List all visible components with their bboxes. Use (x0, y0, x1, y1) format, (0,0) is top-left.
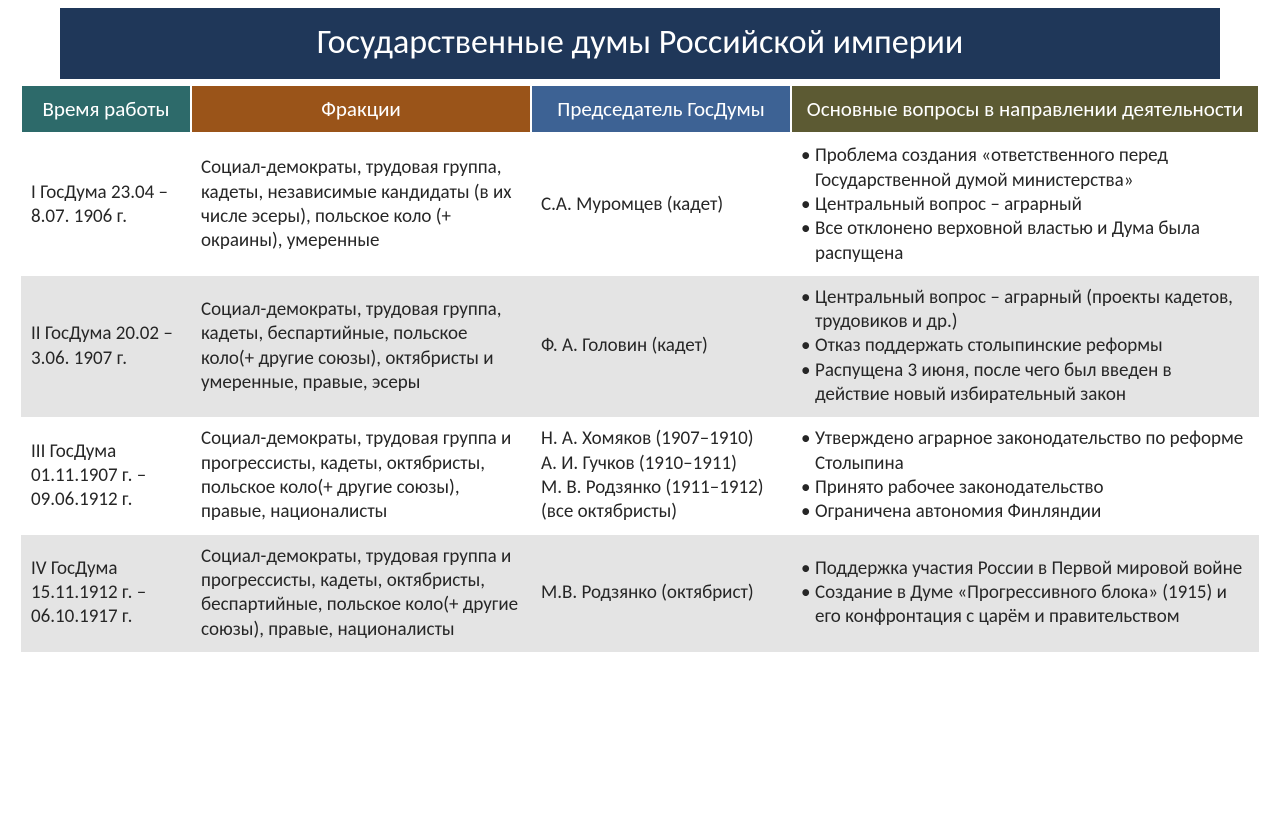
cell-issues: Проблема создания «ответственного перед … (791, 133, 1259, 276)
col-header-factions: Фракции (191, 85, 531, 134)
cell-issues: Центральный вопрос – аграрный (проекты к… (791, 276, 1259, 418)
slide-title: Государственные думы Российской империи (60, 8, 1220, 79)
col-header-chair: Председатель ГосДумы (531, 85, 791, 134)
issue-item: Принято рабочее законодательство (801, 476, 1249, 500)
table-row: II ГосДума 20.02 –3.06. 1907 г.Социал-де… (21, 276, 1259, 418)
issue-item: Создание в Думе «Прогрессивного блока» (… (801, 581, 1249, 630)
cell-issues: Утверждено аграрное законодательство по … (791, 417, 1259, 534)
cell-period: I ГосДума 23.04 –8.07. 1906 г. (21, 133, 191, 276)
col-header-period: Время работы (21, 85, 191, 134)
issue-item: Поддержка участия России в Первой мирово… (801, 557, 1249, 581)
cell-factions: Социал-демократы, трудовая группа и прог… (191, 417, 531, 534)
cell-issues: Поддержка участия России в Первой мирово… (791, 535, 1259, 652)
cell-factions: Социал-демократы, трудовая группа и прог… (191, 535, 531, 652)
cell-period: II ГосДума 20.02 –3.06. 1907 г. (21, 276, 191, 418)
table-row: IV ГосДума 15.11.1912 г. – 06.10.1917 г.… (21, 535, 1259, 652)
issue-item: Все отклонено верховной властью и Дума б… (801, 217, 1249, 266)
cell-factions: Социал-демократы, трудовая группа, кадет… (191, 133, 531, 276)
table-header-row: Время работы Фракции Председатель ГосДум… (21, 85, 1259, 134)
issue-item: Распущена 3 июня, после чего был введен … (801, 359, 1249, 408)
cell-period: IV ГосДума 15.11.1912 г. – 06.10.1917 г. (21, 535, 191, 652)
issue-item: Утверждено аграрное законодательство по … (801, 427, 1249, 476)
cell-chair: Ф. А. Головин (кадет) (531, 276, 791, 418)
duma-table: Время работы Фракции Председатель ГосДум… (20, 83, 1260, 652)
table-row: III ГосДума 01.11.1907 г. – 09.06.1912 г… (21, 417, 1259, 534)
issue-item: Центральный вопрос – аграрный (проекты к… (801, 286, 1249, 335)
table-body: I ГосДума 23.04 –8.07. 1906 г.Социал-дем… (21, 133, 1259, 652)
cell-chair: М.В. Родзянко (октябрист) (531, 535, 791, 652)
issue-item: Центральный вопрос – аграрный (801, 193, 1249, 217)
issue-item: Проблема создания «ответственного перед … (801, 144, 1249, 193)
cell-factions: Социал-демократы, трудовая группа, кадет… (191, 276, 531, 418)
issue-item: Отказ поддержать столыпинские реформы (801, 334, 1249, 358)
issue-item: Ограничена автономия Финляндии (801, 500, 1249, 524)
cell-chair: С.А. Муромцев (кадет) (531, 133, 791, 276)
table-row: I ГосДума 23.04 –8.07. 1906 г.Социал-дем… (21, 133, 1259, 276)
cell-period: III ГосДума 01.11.1907 г. – 09.06.1912 г… (21, 417, 191, 534)
col-header-issues: Основные вопросы в направлении деятельно… (791, 85, 1259, 134)
cell-chair: Н. А. Хомяков (1907–1910) А. И. Гучков (… (531, 417, 791, 534)
